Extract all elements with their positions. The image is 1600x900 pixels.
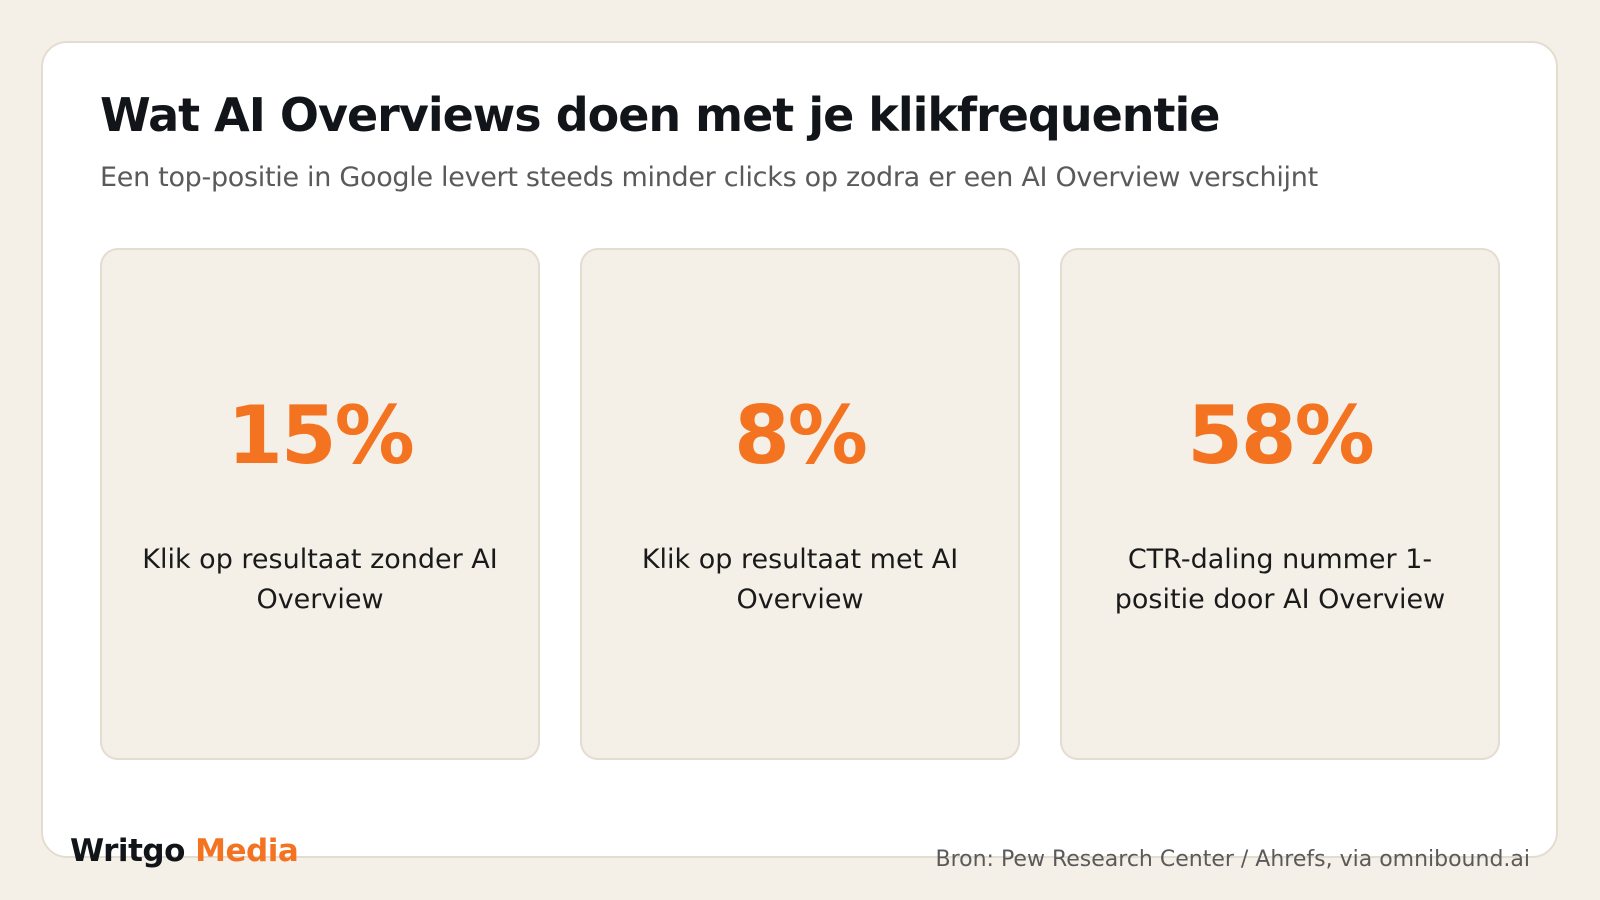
source-citation: Bron: Pew Research Center / Ahrefs, via … bbox=[935, 847, 1530, 872]
stat-card-ctr-drop: 58% CTR-daling nummer 1-positie door AI … bbox=[1060, 248, 1500, 760]
brand-logo: Writgo Media bbox=[70, 833, 299, 869]
stat-label: Klik op resultaat zonder AI Overview bbox=[142, 544, 498, 615]
stat-value: 15% bbox=[227, 389, 414, 482]
stat-label: CTR-daling nummer 1-positie door AI Over… bbox=[1114, 544, 1446, 615]
logo-wordmark-writgo: Writgo bbox=[70, 833, 185, 869]
stat-card-without-ai-overview: 15% Klik op resultaat zonder AI Overview bbox=[100, 248, 540, 760]
stat-card-with-ai-overview: 8% Klik op resultaat met AI Overview bbox=[580, 248, 1020, 760]
logo-wordmark-media: Media bbox=[195, 833, 299, 869]
stat-value: 58% bbox=[1187, 389, 1374, 482]
stat-label: Klik op resultaat met AI Overview bbox=[641, 544, 959, 615]
stat-value: 8% bbox=[734, 389, 868, 482]
page-subtitle: Een top-positie in Google levert steeds … bbox=[100, 162, 1318, 193]
page-title: Wat AI Overviews doen met je klikfrequen… bbox=[100, 88, 1220, 142]
